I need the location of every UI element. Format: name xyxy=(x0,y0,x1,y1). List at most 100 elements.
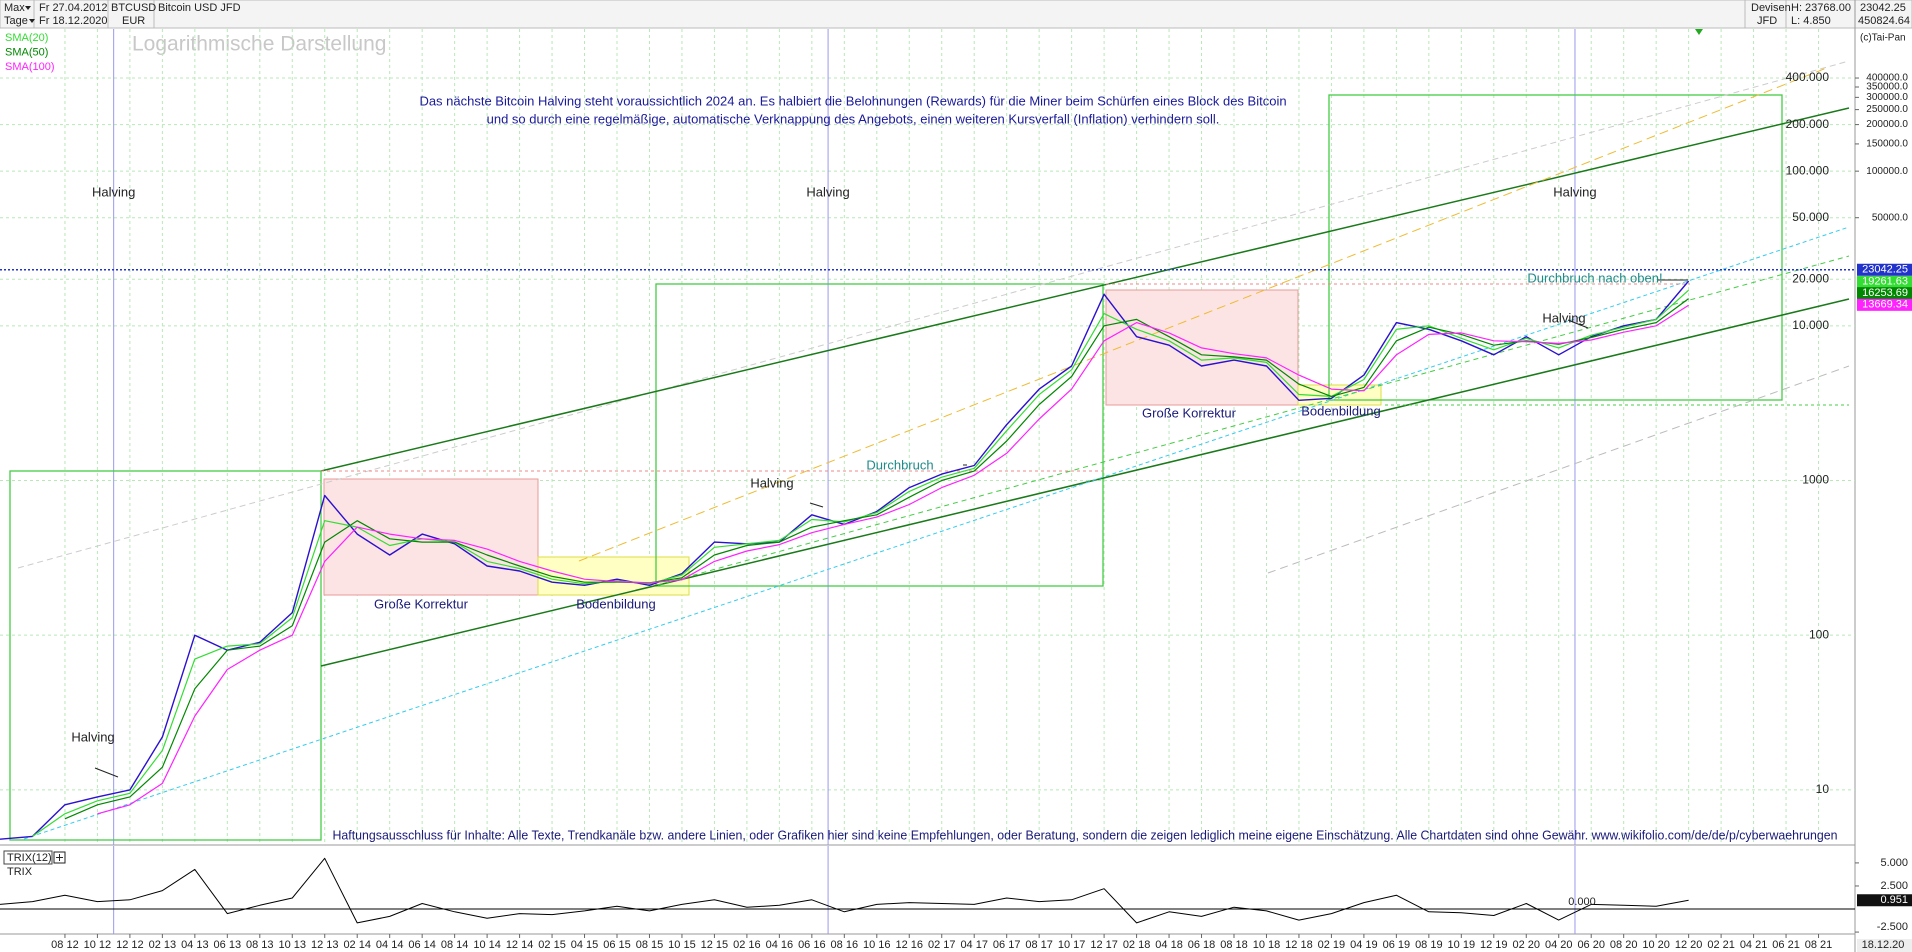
x-tick-label: 02 14 xyxy=(343,939,371,951)
annotation: Halving xyxy=(750,475,793,490)
x-tick-label: 12 13 xyxy=(311,939,339,951)
sma-line xyxy=(64,298,1689,820)
y-far-tick-label: 250000.0 xyxy=(1866,104,1908,115)
halving-label: Halving xyxy=(92,184,135,199)
cycle-box xyxy=(1328,94,1783,401)
x-tick-label: 10 18 xyxy=(1253,939,1281,951)
y-tick-label: 20.000 xyxy=(1792,271,1829,285)
legend-entry: SMA(50) xyxy=(5,46,48,58)
x-tick-label: 08 19 xyxy=(1415,939,1443,951)
annotation: Halving xyxy=(71,729,114,744)
dropdown-arrows xyxy=(25,6,35,23)
x-tick-label: 08 15 xyxy=(636,939,664,951)
x-tick-label: 04 18 xyxy=(1155,939,1183,951)
trend-line xyxy=(17,60,1850,569)
x-tick-label: 08 17 xyxy=(1025,939,1053,951)
sma-line xyxy=(97,304,1689,815)
disclaimer: Haftungsausschluss für Inhalte: Alle Tex… xyxy=(333,827,1838,842)
period-dropdown[interactable]: Tage xyxy=(4,15,28,27)
annotation: und so durch eine regelmäßige, automatis… xyxy=(487,111,1220,126)
copyright: (c)Tai-Pan xyxy=(1860,33,1906,44)
x-tick-label: 06 13 xyxy=(214,939,242,951)
y-tick-label: 400.000 xyxy=(1786,70,1830,84)
x-tick-label: 12 15 xyxy=(701,939,729,951)
x-tick-label: 04 20 xyxy=(1545,939,1573,951)
x-tick-label: 10 13 xyxy=(278,939,306,951)
x-tick-label: 06 16 xyxy=(798,939,826,951)
y-far-tick-label: 400000.0 xyxy=(1866,73,1908,84)
x-tick-label: 02 18 xyxy=(1123,939,1151,951)
halving-label: Halving xyxy=(806,184,849,199)
price-tag-label: 23042.25 xyxy=(1862,264,1908,276)
x-tick-label: 06 18 xyxy=(1188,939,1216,951)
x-tick-label: 04 21 xyxy=(1740,939,1768,951)
overlay-layer: 08 12 10 12 12 12 02 13 04 13 06 13 08 13 10 13… xyxy=(3,32,1912,952)
x-tick-label: 02 17 xyxy=(928,939,956,951)
x-tick-label: 08 20 xyxy=(1610,939,1638,951)
y-far-tick-label: 50000.0 xyxy=(1872,212,1909,223)
x-tick-label: 10 20 xyxy=(1642,939,1670,951)
range-dropdown[interactable]: Max xyxy=(4,2,25,14)
x-tick-label: 06 21 xyxy=(1772,939,1800,951)
x-tick-label: 12 16 xyxy=(895,939,923,951)
x-tick-label: 02 21 xyxy=(1707,939,1735,951)
x-tick-label: 10 19 xyxy=(1448,939,1476,951)
x-tick-label: 08 16 xyxy=(831,939,859,951)
last-price: 23042.25 xyxy=(1860,2,1906,14)
x-tick-label: 10 14 xyxy=(473,939,501,951)
trend-line xyxy=(657,255,1850,586)
x-tick-label: 12 12 xyxy=(116,939,144,951)
trend-line xyxy=(578,66,1830,562)
current-date: 18.12.20 xyxy=(1862,939,1905,951)
x-tick-label: 10 17 xyxy=(1058,939,1086,951)
trix-zero-label: 0.000 xyxy=(1568,896,1596,908)
x-tick-label: 02 19 xyxy=(1318,939,1346,951)
y-far-tick-label: 150000.0 xyxy=(1866,139,1908,150)
x-tick-label: 04 14 xyxy=(376,939,404,951)
price-tag xyxy=(1857,298,1912,311)
y-tick-label: 200.000 xyxy=(1786,117,1830,131)
cycle-box xyxy=(655,283,1104,587)
y-tick-label: 100.000 xyxy=(1786,163,1830,177)
price-tag xyxy=(1857,287,1912,300)
x-tick-label: 12 18 xyxy=(1285,939,1313,951)
price-tag-label: 16253.69 xyxy=(1862,287,1908,299)
x-tick-label: 04 17 xyxy=(960,939,988,951)
symbol: BTCUSD xyxy=(111,2,156,14)
add-icon xyxy=(56,854,63,861)
trix-tick-label: -2.500 xyxy=(1877,921,1908,933)
x-tick-label: 02 15 xyxy=(538,939,566,951)
y-far-tick-label: 350000.0 xyxy=(1866,82,1908,93)
y-far-tick-label: 100000.0 xyxy=(1866,166,1908,177)
x-tick-label: 12 17 xyxy=(1090,939,1118,951)
x-tick-label: 06 15 xyxy=(603,939,631,951)
x-tick-label: 10 16 xyxy=(863,939,891,951)
annotation: Halving xyxy=(1542,310,1585,325)
instrument-name: Bitcoin USD JFD xyxy=(158,2,241,14)
market: Devisen xyxy=(1751,2,1791,14)
end-date: Fr 18.12.2020 xyxy=(39,15,108,27)
annotation: Große Korrektur xyxy=(374,596,469,611)
arrows xyxy=(94,279,1688,778)
start-date: Fr 27.04.2012 xyxy=(39,2,108,14)
currency: EUR xyxy=(122,15,145,27)
x-tick-label: 06 14 xyxy=(408,939,436,951)
annotation: Das nächste Bitcoin Halving steht voraus… xyxy=(419,93,1286,108)
x-tick-label: 04 13 xyxy=(181,939,209,951)
channel-top xyxy=(320,107,1850,472)
x-tick-label: 02 16 xyxy=(733,939,761,951)
x-tick-label: 04 19 xyxy=(1350,939,1378,951)
price-tag-label: 19261.63 xyxy=(1862,276,1908,288)
annotation: Bodenbildung xyxy=(1301,403,1381,418)
trix-layer xyxy=(0,846,1855,934)
trix-label-box xyxy=(3,850,53,865)
x-tick-label: 10 12 xyxy=(84,939,112,951)
high: H: 23768.00 xyxy=(1791,2,1851,14)
x-tick-label: 08 14 xyxy=(441,939,469,951)
bottom-box xyxy=(537,556,690,596)
price-tag xyxy=(1857,263,1912,276)
y-tick-label: 10 xyxy=(1816,782,1830,796)
x-tick-label: 06 19 xyxy=(1383,939,1411,951)
halving-label: Halving xyxy=(1553,184,1596,199)
trix-tick-label: 5.000 xyxy=(1880,857,1908,869)
